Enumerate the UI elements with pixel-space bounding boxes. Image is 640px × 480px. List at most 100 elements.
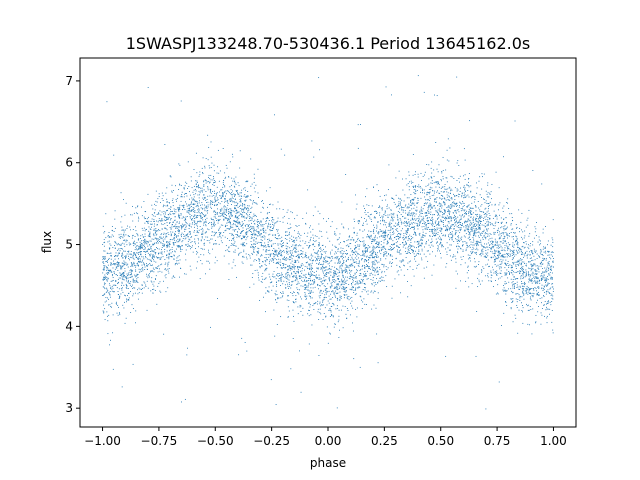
data-point (243, 211, 245, 213)
data-point (127, 299, 129, 301)
data-point (442, 220, 444, 221)
data-point (140, 260, 141, 262)
data-point (165, 235, 167, 237)
data-point (230, 213, 232, 215)
data-point (222, 194, 223, 196)
data-point (332, 244, 334, 246)
data-point (488, 204, 490, 206)
data-point (120, 284, 122, 286)
data-point (439, 215, 441, 217)
data-point (398, 203, 400, 205)
data-point (373, 250, 375, 252)
data-point (117, 278, 119, 280)
data-point (282, 264, 284, 266)
data-point (245, 197, 247, 198)
data-point (550, 277, 552, 279)
data-point (468, 270, 469, 271)
data-point (235, 215, 236, 217)
data-point (166, 254, 168, 256)
data-point (340, 242, 342, 244)
data-point (299, 256, 300, 258)
data-point (216, 220, 217, 221)
data-point (428, 204, 430, 206)
data-point (347, 246, 349, 248)
data-point (323, 267, 325, 269)
data-point (109, 243, 111, 245)
data-point (274, 293, 276, 295)
data-point (438, 222, 440, 224)
data-point (206, 240, 208, 242)
data-point (447, 192, 449, 194)
data-point (309, 265, 311, 267)
data-point (268, 222, 270, 224)
data-point (309, 295, 311, 297)
data-point (270, 223, 271, 225)
data-point (324, 257, 326, 259)
data-point (445, 217, 447, 219)
data-point (447, 221, 449, 223)
data-point (128, 251, 130, 253)
data-point (118, 234, 120, 236)
data-point (139, 246, 141, 248)
data-point (396, 264, 398, 266)
data-point (280, 246, 282, 248)
data-point (319, 303, 321, 305)
data-point (429, 246, 431, 248)
data-point (136, 289, 138, 291)
data-point (479, 254, 481, 255)
data-point (267, 253, 269, 255)
data-point (464, 194, 466, 196)
data-point (436, 95, 438, 97)
data-point (265, 311, 266, 313)
data-point (185, 235, 187, 237)
data-point (257, 251, 258, 253)
data-point (287, 235, 289, 236)
data-point (356, 234, 358, 236)
data-point (317, 303, 319, 305)
data-point (193, 207, 195, 209)
data-point (308, 279, 310, 281)
data-point (540, 279, 542, 281)
data-point (536, 222, 537, 223)
data-point (456, 245, 458, 247)
data-point (174, 213, 176, 215)
data-point (124, 245, 126, 247)
data-point (541, 275, 543, 276)
data-point (379, 267, 380, 268)
data-point (162, 195, 164, 197)
data-point (156, 242, 158, 244)
data-point (442, 216, 443, 218)
data-point (277, 201, 279, 203)
data-point (470, 185, 472, 187)
data-point (461, 239, 462, 241)
data-point (127, 292, 129, 294)
data-point (217, 219, 219, 221)
data-point (174, 237, 176, 239)
data-point (154, 278, 156, 280)
data-point (236, 190, 237, 192)
data-point (520, 263, 522, 265)
data-point (466, 206, 468, 208)
data-point (450, 197, 452, 199)
data-point (536, 276, 538, 278)
data-point (145, 254, 146, 256)
data-point (264, 257, 266, 258)
data-point (493, 261, 495, 263)
data-point (552, 295, 554, 297)
data-point (448, 217, 450, 219)
data-point (522, 266, 524, 268)
data-point (185, 225, 187, 227)
data-point (282, 283, 284, 285)
data-point (126, 273, 128, 275)
data-point (256, 269, 258, 271)
data-point (285, 277, 287, 279)
data-point (513, 232, 514, 234)
data-point (439, 235, 441, 237)
data-point (151, 224, 153, 225)
data-point (181, 401, 182, 403)
data-point (260, 245, 262, 247)
data-point (204, 242, 206, 244)
data-point (436, 181, 438, 183)
data-point (127, 281, 129, 283)
data-point (403, 200, 405, 202)
